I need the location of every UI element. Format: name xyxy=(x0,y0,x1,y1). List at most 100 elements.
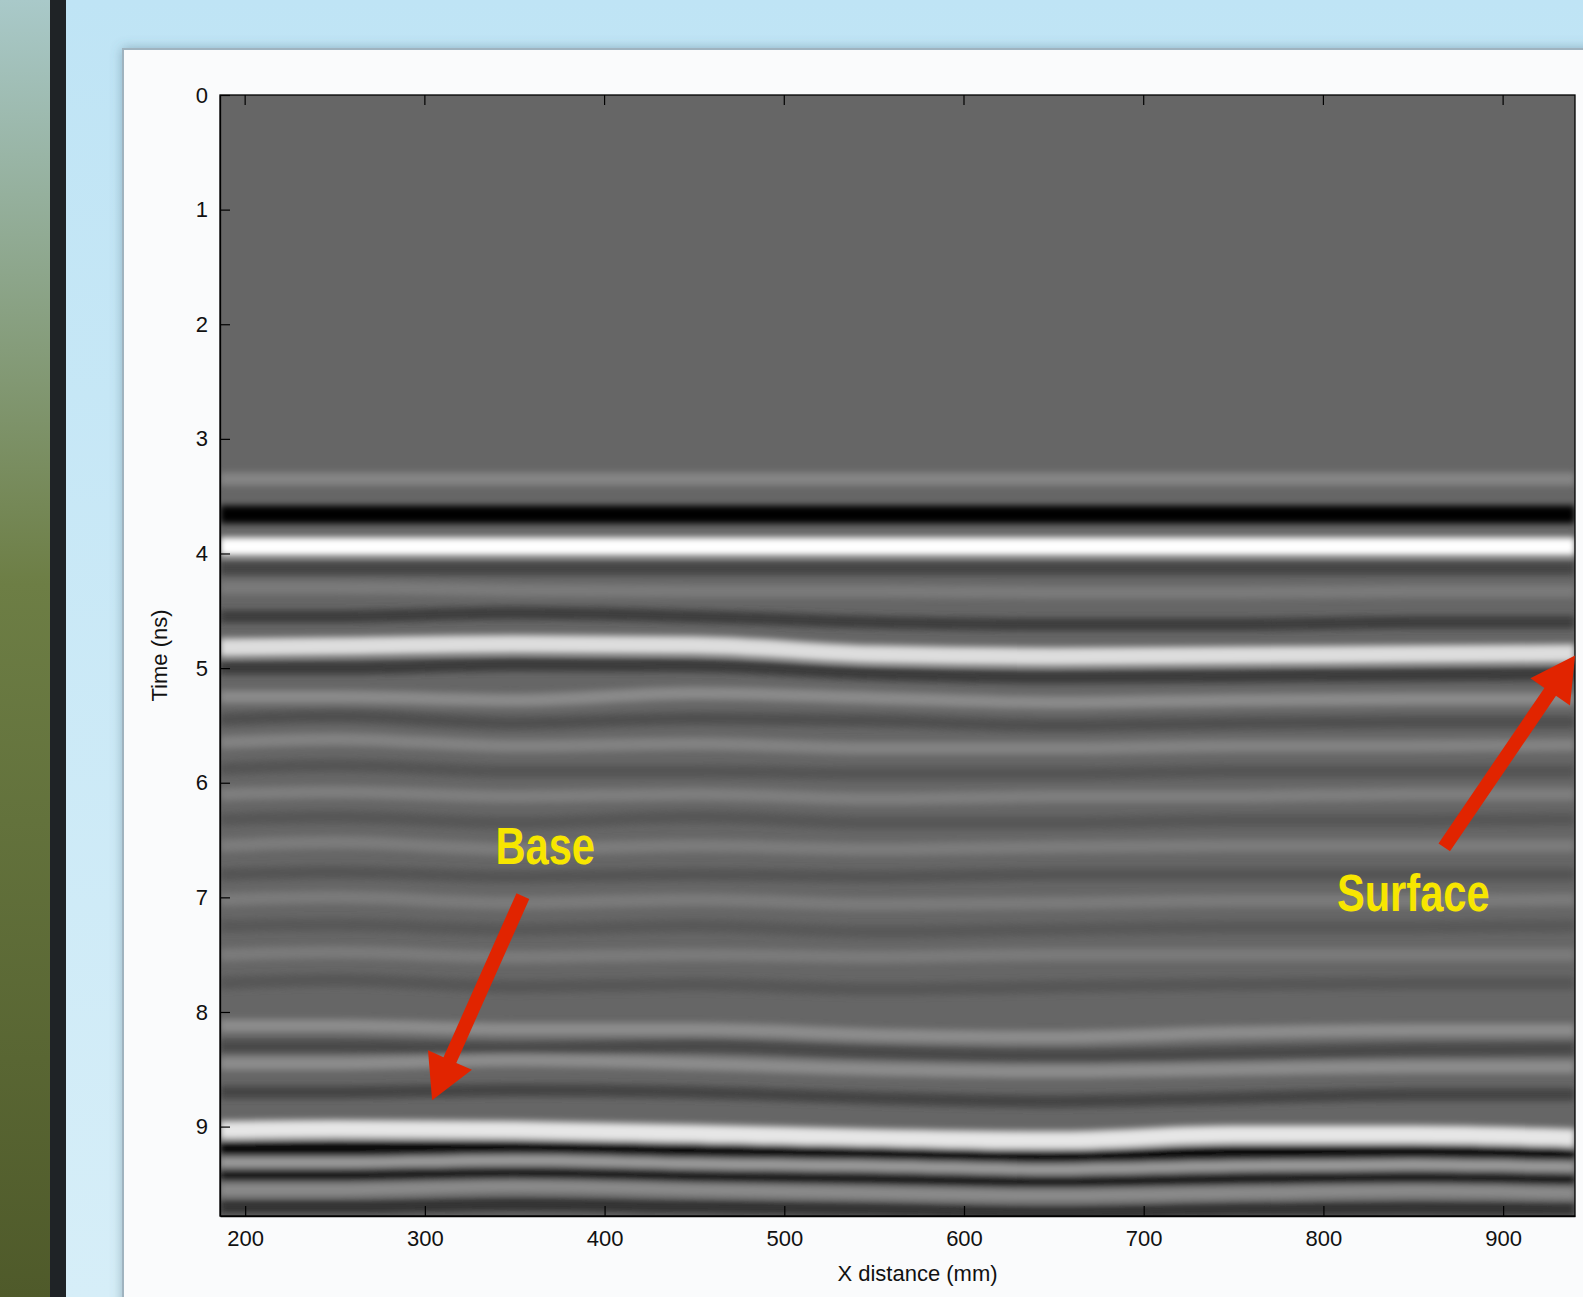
plot-area xyxy=(220,95,1575,1216)
y-tick: 2 xyxy=(196,312,230,337)
x-tick-mark xyxy=(604,1206,605,1216)
x-tick: 400 xyxy=(587,1206,624,1251)
y-tick-mark xyxy=(220,324,230,325)
background-bar xyxy=(50,0,66,1297)
y-tick-label: 4 xyxy=(196,541,208,566)
x-tick-label: 400 xyxy=(587,1226,624,1251)
x-top-tick-mark xyxy=(245,95,246,105)
x-tick: 900 xyxy=(1485,1206,1522,1251)
reflection-band xyxy=(220,1090,1575,1101)
x-top-tick-mark xyxy=(424,95,425,105)
annotation-label: Surface xyxy=(1337,864,1490,923)
x-tick-label: 900 xyxy=(1485,1226,1522,1251)
x-axis-title: X distance (mm) xyxy=(837,1261,997,1286)
background-scenery xyxy=(0,0,50,1297)
x-tick: 700 xyxy=(1126,1206,1163,1251)
reflection-band xyxy=(220,1060,1575,1071)
reflection-band xyxy=(220,644,1575,657)
reflection-band xyxy=(220,538,1575,556)
x-top-tick-mark xyxy=(604,95,605,105)
x-tick-label: 600 xyxy=(946,1226,983,1251)
y-tick-mark xyxy=(220,897,230,898)
y-tick-label: 2 xyxy=(196,312,208,337)
annotations: Base Surface xyxy=(428,656,1575,1101)
reflection-band xyxy=(220,952,1575,957)
reflection-band xyxy=(220,1205,1575,1213)
background xyxy=(0,0,1583,1297)
y-tick-mark xyxy=(220,1126,230,1127)
y-tick-mark xyxy=(220,1012,230,1013)
reflection-band xyxy=(220,1129,1575,1140)
reflection-band xyxy=(220,665,1575,678)
x-tick-label: 700 xyxy=(1126,1226,1163,1251)
x-tick-label: 300 xyxy=(407,1226,444,1251)
plot-background xyxy=(220,95,1575,1216)
x-tick: 500 xyxy=(766,1206,803,1251)
x-top-tick-mark xyxy=(963,95,964,105)
reflection-band xyxy=(220,472,1575,485)
y-tick: 9 xyxy=(196,1114,230,1139)
reflection-band xyxy=(220,1046,1575,1055)
x-tick-mark xyxy=(425,1206,426,1216)
reflection-band xyxy=(220,766,1575,774)
x-tick-mark xyxy=(1503,1206,1504,1216)
y-tick-label: 6 xyxy=(196,770,208,795)
x-axis: 200 300 400 500 600 700 800 900 xyxy=(221,1206,1576,1251)
y-tick: 4 xyxy=(196,541,230,566)
y-axis-title: Time (ns) xyxy=(147,609,172,701)
x-top-tick-mark xyxy=(1503,95,1504,105)
reflection-band xyxy=(220,925,1575,932)
y-tick: 6 xyxy=(196,770,230,795)
annotation-arrow xyxy=(428,893,529,1100)
y-tick-label: 9 xyxy=(196,1114,208,1139)
y-tick-label: 0 xyxy=(196,83,208,108)
y-tick-mark xyxy=(220,210,230,211)
y-tick: 3 xyxy=(196,426,230,451)
reflection-band xyxy=(220,1186,1575,1195)
x-tick-mark xyxy=(1323,1206,1324,1216)
reflection-band xyxy=(220,506,1575,524)
reflection-band xyxy=(220,613,1575,624)
reflection-band xyxy=(220,1026,1575,1037)
y-tick-mark xyxy=(220,553,230,554)
panel xyxy=(123,49,1583,1297)
annotation-label: Base xyxy=(496,817,595,876)
x-tick: 200 xyxy=(227,1206,264,1251)
x-top-ticks xyxy=(245,95,1503,105)
reflection-band xyxy=(220,588,1575,593)
plot-frame xyxy=(220,95,1575,1216)
x-top-tick-mark xyxy=(1143,95,1144,105)
reflection-band xyxy=(220,842,1575,849)
x-tick-mark xyxy=(784,1206,785,1216)
x-tick-label: 200 xyxy=(227,1226,264,1251)
y-tick-mark xyxy=(220,783,230,784)
y-tick-label: 3 xyxy=(196,426,208,451)
x-top-tick-mark xyxy=(1323,95,1324,105)
y-tick: 8 xyxy=(196,1000,230,1025)
y-axis: 0 1 2 3 4 5 6 7 8 9 xyxy=(196,83,230,1217)
chart-canvas: 200 300 400 500 600 700 800 900 0 1 2 3 4 5 6 7 8 9 X dist… xyxy=(0,0,1583,1297)
reflection-bands xyxy=(220,479,1575,1213)
x-tick-mark xyxy=(245,1206,246,1216)
y-tick-label: 5 xyxy=(196,656,208,681)
reflection-band xyxy=(220,980,1575,989)
y-tick-mark xyxy=(220,668,230,669)
annotation-arrow xyxy=(1439,656,1576,852)
reflection-band xyxy=(220,562,1575,575)
y-tick: 5 xyxy=(196,656,230,681)
reflection-band xyxy=(220,693,1575,702)
reflection-band xyxy=(220,1172,1575,1181)
y-tick-mark xyxy=(220,439,230,440)
reflection-band xyxy=(220,792,1575,799)
reflection-band xyxy=(220,716,1575,725)
x-tick: 300 xyxy=(407,1206,444,1251)
x-top-tick-mark xyxy=(784,95,785,105)
y-tick-label: 1 xyxy=(196,197,208,222)
y-tick: 7 xyxy=(196,885,230,910)
x-tick: 600 xyxy=(946,1206,983,1251)
reflection-band xyxy=(220,817,1575,823)
y-tick-label: 7 xyxy=(196,885,208,910)
x-tick-mark xyxy=(964,1206,965,1216)
y-tick-label: 8 xyxy=(196,1000,208,1025)
x-tick-label: 800 xyxy=(1306,1226,1343,1251)
